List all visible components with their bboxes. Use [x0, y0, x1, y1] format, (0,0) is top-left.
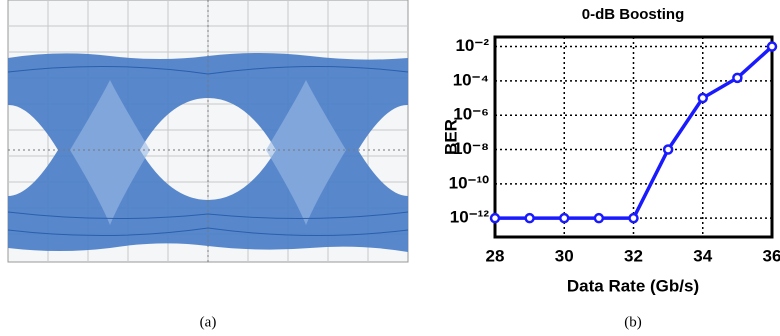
- y-tick-label: 10⁻²: [455, 36, 489, 55]
- y-tick-label: 10⁻⁸: [453, 139, 489, 158]
- y-tick-label: 10⁻⁶: [453, 105, 489, 124]
- data-point: [595, 214, 603, 222]
- eye-diagram: [8, 0, 408, 262]
- y-tick-label: 10⁻⁴: [453, 70, 489, 89]
- chart-title: 0-dB Boosting: [582, 6, 685, 23]
- figure: (a) (b) 0-dB Boosting Data Rate (Gb/s) B…: [0, 0, 780, 336]
- data-point: [491, 214, 499, 222]
- data-point: [768, 43, 776, 51]
- data-point: [526, 214, 534, 222]
- x-tick-label: 28: [486, 246, 505, 265]
- x-tick-label: 34: [693, 246, 712, 265]
- data-point: [699, 94, 707, 102]
- caption: (b): [624, 314, 642, 330]
- data-point: [664, 146, 672, 154]
- data-point: [733, 74, 741, 82]
- y-tick-label: 10⁻¹⁰: [449, 173, 490, 192]
- x-tick-label: 30: [555, 246, 574, 265]
- data-point: [560, 214, 568, 222]
- y-tick-label: 10⁻¹²: [450, 208, 490, 227]
- data-point: [630, 214, 638, 222]
- x-axis-label: Data Rate (Gb/s): [567, 276, 699, 295]
- x-tick-label: 32: [624, 246, 643, 265]
- caption: (a): [200, 314, 217, 330]
- x-tick-label: 36: [763, 246, 780, 265]
